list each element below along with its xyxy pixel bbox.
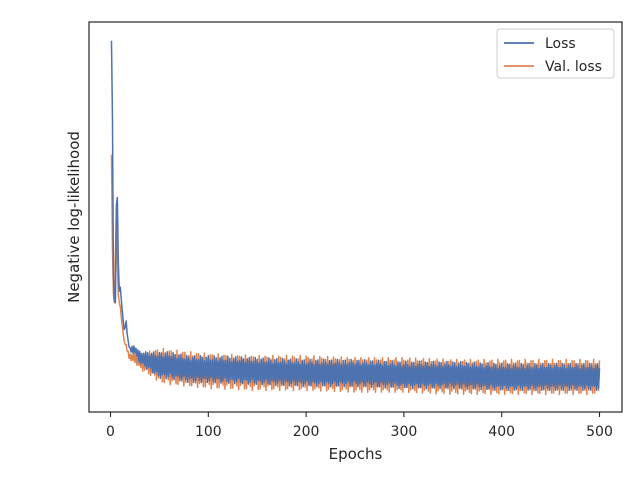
x-tick-label: 300 xyxy=(391,424,418,440)
x-axis-label: Epochs xyxy=(329,445,383,463)
legend-label-loss: Loss xyxy=(545,36,576,52)
x-axis: 0 100 200 300 400 500 xyxy=(106,412,613,440)
x-tick-label: 500 xyxy=(586,424,613,440)
legend-label-val-loss: Val. loss xyxy=(545,59,602,75)
x-tick-label: 200 xyxy=(293,424,320,440)
y-axis-label: Negative log-likelihood xyxy=(65,131,83,303)
plot-frame xyxy=(88,21,623,413)
legend: Loss Val. loss xyxy=(496,28,615,79)
x-tick-label: 0 xyxy=(106,424,115,440)
series-line-loss xyxy=(110,40,601,392)
x-tick-label: 400 xyxy=(488,424,515,440)
plot-layer xyxy=(110,40,601,396)
x-tick-label: 100 xyxy=(195,424,222,440)
